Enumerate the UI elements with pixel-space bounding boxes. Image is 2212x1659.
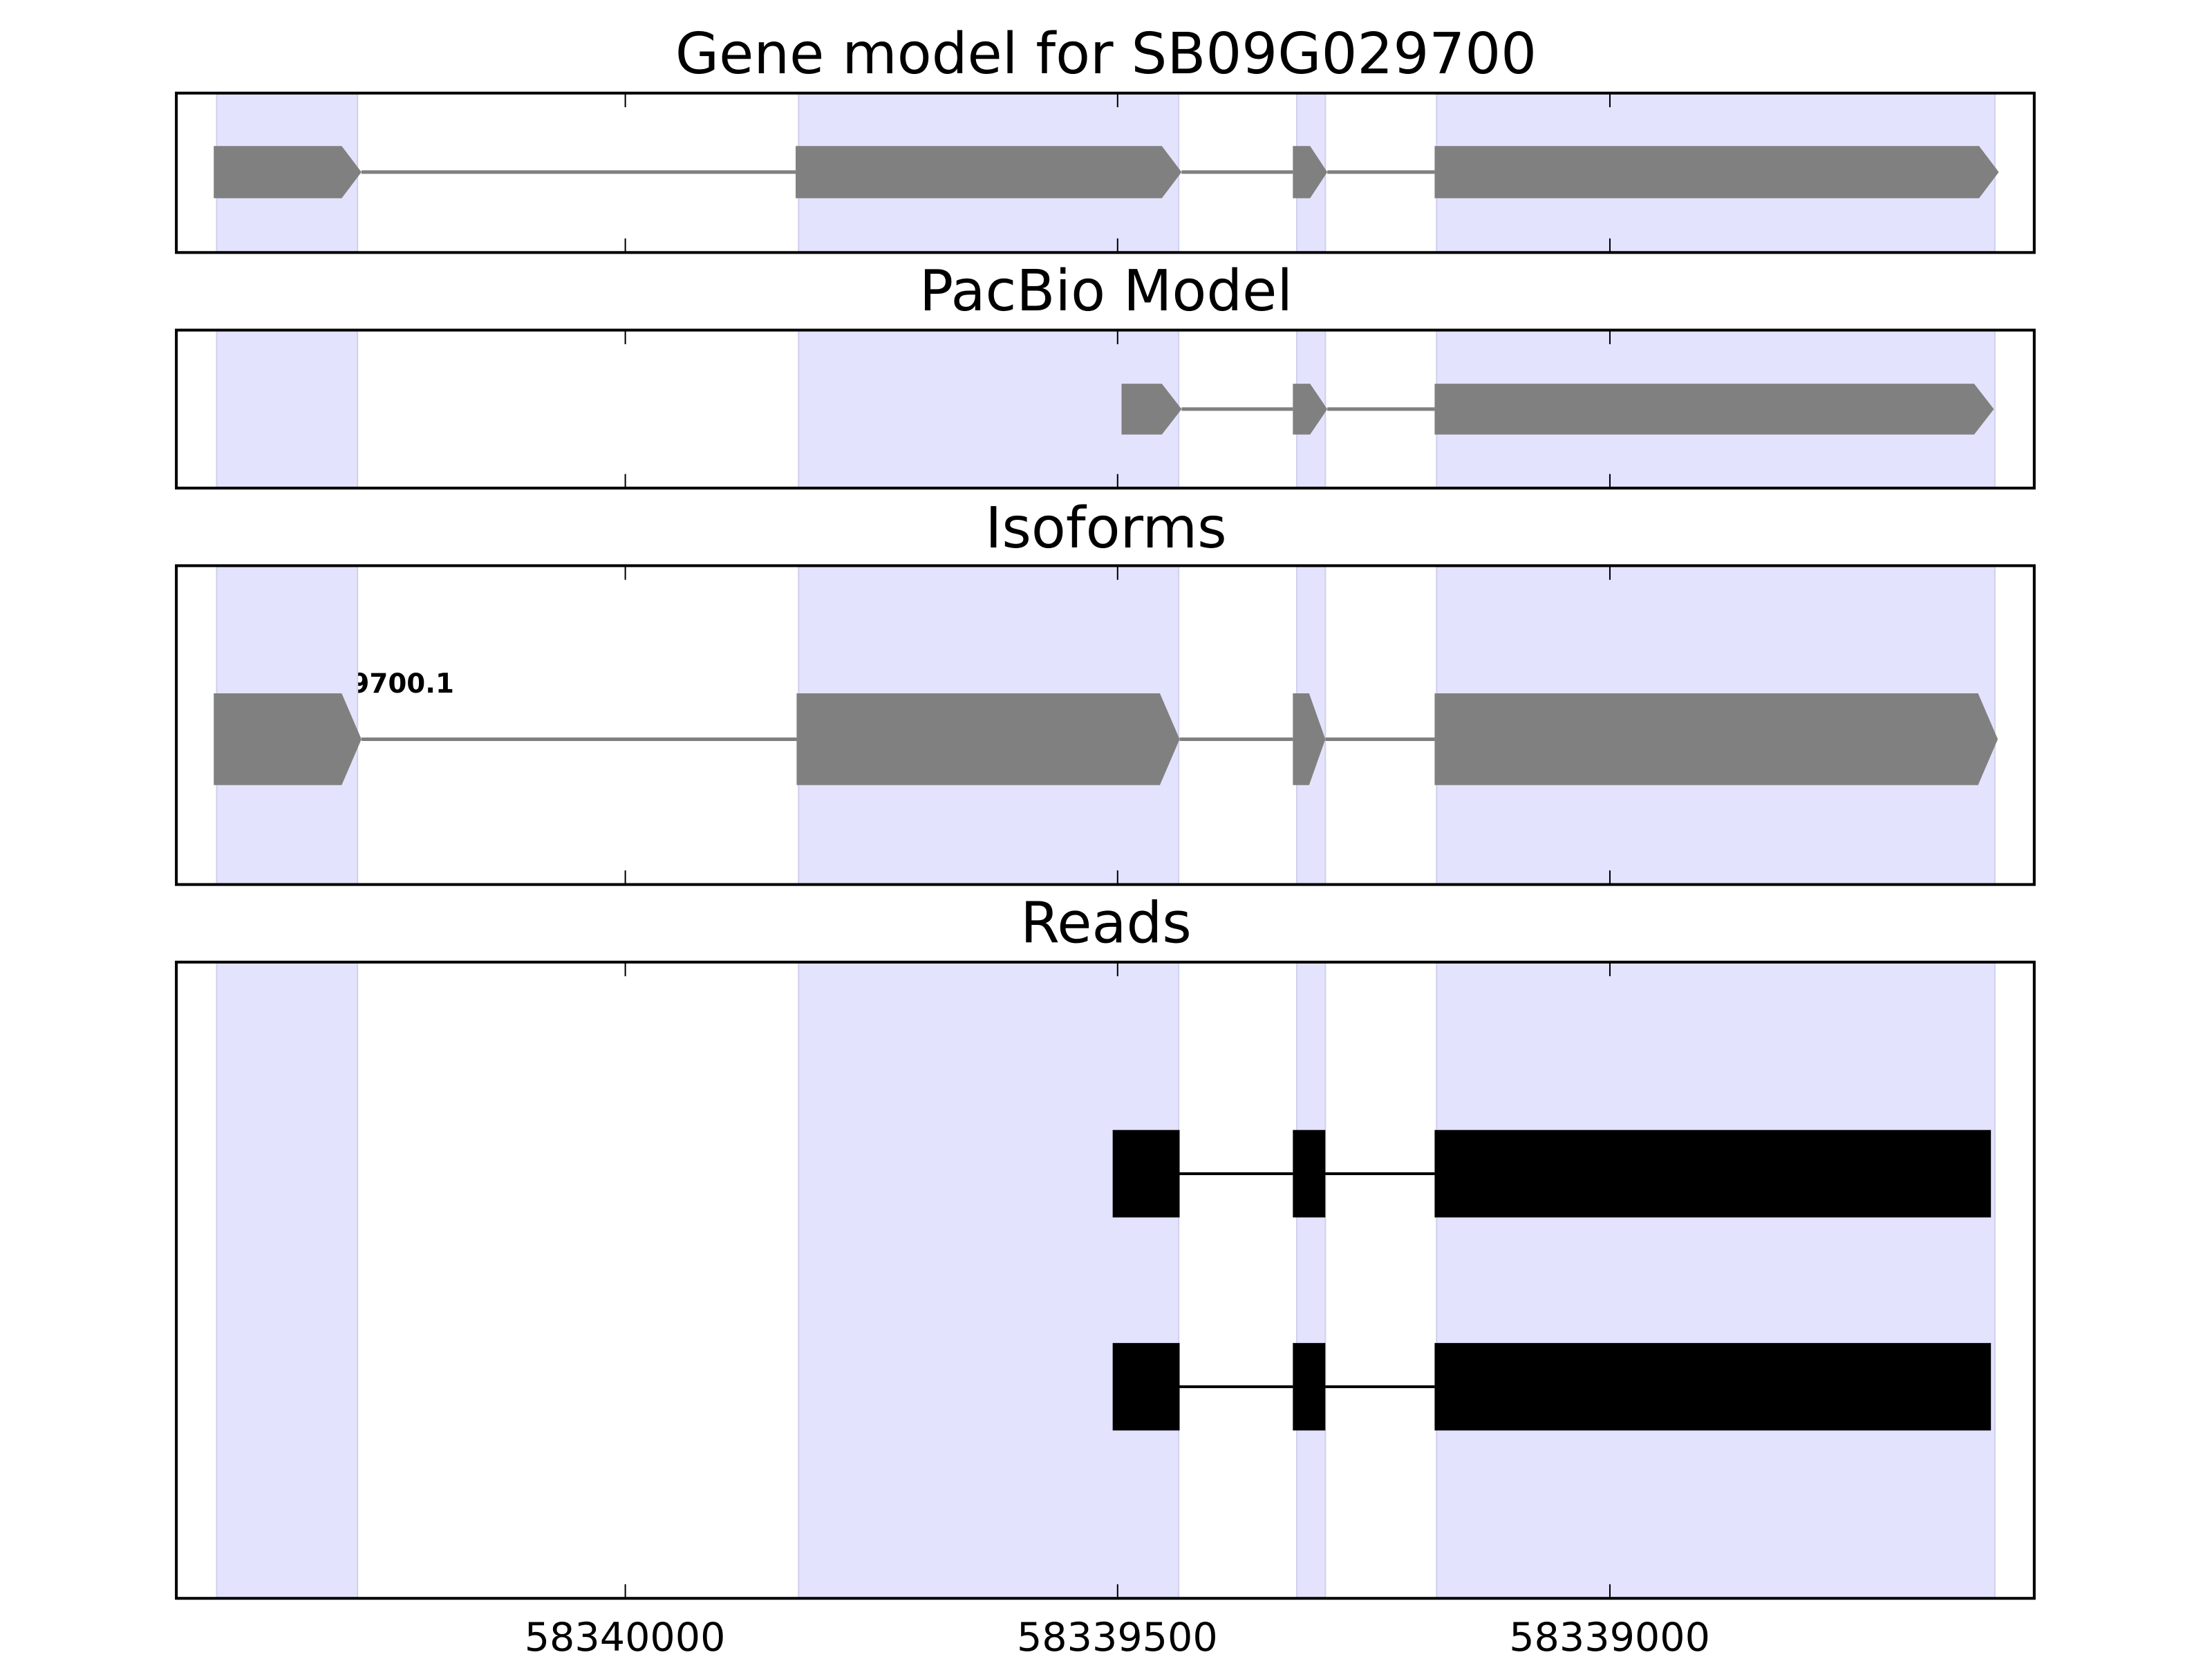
exon-shaded-region: [216, 329, 359, 489]
exon-shaded-region: [798, 961, 1180, 1600]
read-exon-block: [1293, 1130, 1326, 1218]
exon-arrow: [1121, 384, 1182, 435]
panel-frame: [175, 564, 2036, 886]
panel-title-reads: Reads: [1020, 890, 1192, 956]
read-exon-block: [1293, 1342, 1326, 1431]
exon-arrow: [1293, 384, 1328, 435]
read-exon-block: [1434, 1342, 1991, 1431]
exon-shaded-region: [1436, 961, 1996, 1600]
exon-arrow: [214, 146, 362, 198]
exon-arrow: [796, 146, 1182, 198]
exon-arrow: [214, 693, 362, 785]
read-exon-block: [1112, 1342, 1180, 1431]
exon-arrow: [1434, 384, 1994, 435]
panel-frame: [175, 328, 2036, 490]
panel-title-gene-model: Gene model for SB09G029700: [675, 21, 1537, 87]
exon-arrow: [1293, 146, 1328, 198]
exon-shaded-region: [216, 961, 359, 1600]
exon-shaded-region: [1295, 961, 1327, 1600]
panel-title-pacbio: PacBio Model: [919, 259, 1293, 324]
panel-frame: [175, 960, 2036, 1600]
exon-shaded-region: [798, 329, 1180, 489]
exon-arrow: [1293, 693, 1326, 785]
panel-frame: [175, 91, 2036, 254]
read-exon-block: [1112, 1130, 1180, 1218]
x-tick-label: 58340000: [525, 1615, 726, 1659]
exon-arrow: [1434, 146, 1999, 198]
x-tick-label: 58339000: [1509, 1615, 1710, 1659]
read-exon-block: [1434, 1130, 1991, 1218]
panel-title-isoforms: Isoforms: [985, 496, 1226, 561]
x-tick-label: 58339500: [1017, 1615, 1218, 1659]
exon-arrow: [1434, 693, 1998, 785]
exon-arrow: [796, 693, 1180, 785]
